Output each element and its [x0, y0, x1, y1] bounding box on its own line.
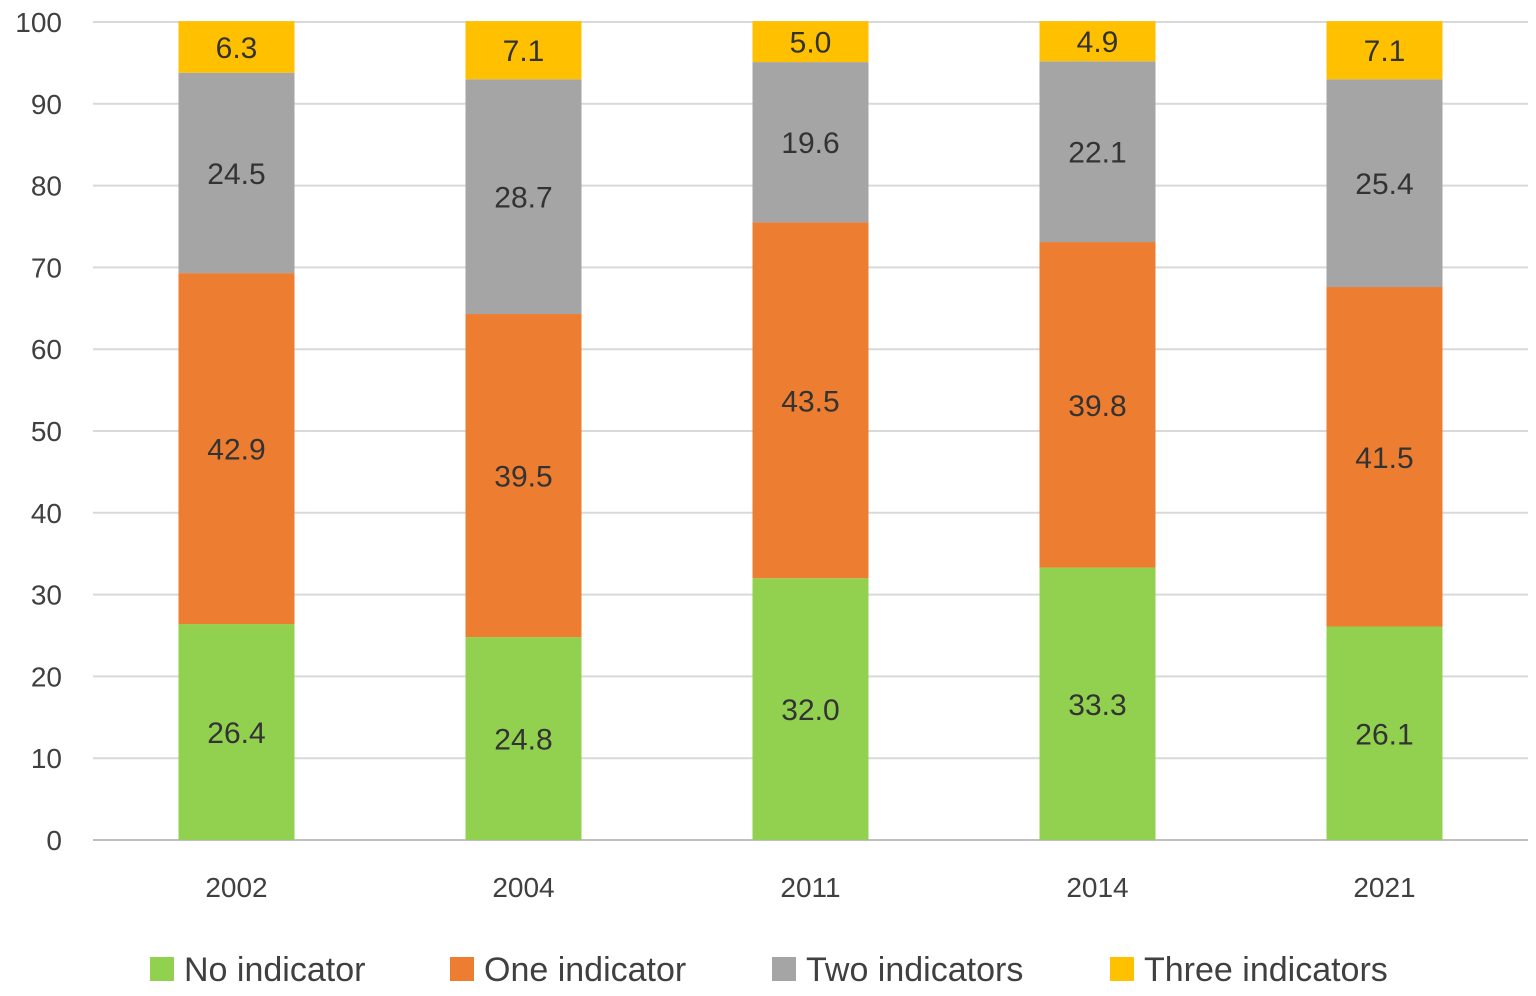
data-label: 24.5	[207, 158, 265, 191]
data-labels: 26.4 42.9 24.5 6.3 24.8 39.5 28.7 7.1 32.0 43.5 19…	[207, 26, 1413, 756]
data-label: 4.9	[1077, 26, 1119, 59]
y-tick-label: 100	[15, 7, 62, 38]
data-label: 33.3	[1068, 689, 1126, 722]
bar-segment-2014-3	[1039, 21, 1156, 62]
data-label: 28.7	[494, 182, 552, 215]
legend-label: Three indicators	[1144, 951, 1388, 989]
data-label: 7.1	[503, 35, 545, 68]
bar-segment-2021-0	[1326, 626, 1443, 840]
data-label: 5.0	[790, 27, 832, 60]
data-label: 39.8	[1068, 390, 1126, 423]
legend-swatch	[1110, 957, 1134, 981]
y-tick-label: 90	[31, 89, 62, 120]
data-label: 39.5	[494, 461, 552, 494]
bar-segment-2011-3	[752, 21, 869, 63]
data-label: 22.1	[1068, 137, 1126, 170]
x-tick-label: 2004	[492, 872, 554, 903]
x-axis: 2002 2004 2011 2014 2021	[205, 872, 1415, 903]
bar-segment-2011-0	[752, 578, 869, 840]
bars	[178, 21, 1443, 840]
bar-segment-2004-0	[465, 637, 582, 840]
data-label: 43.5	[781, 385, 839, 418]
data-label: 26.4	[207, 717, 265, 750]
bar-segment-2014-0	[1039, 567, 1156, 840]
bar-segment-2002-2	[178, 72, 295, 274]
x-tick-label: 2011	[780, 872, 840, 903]
bar-segment-2021-3	[1326, 21, 1443, 80]
y-tick-label: 50	[31, 416, 62, 447]
data-label: 32.0	[781, 694, 839, 727]
bar-segment-2004-1	[465, 314, 582, 638]
legend: No indicator One indicator Two indicators T…	[150, 951, 1388, 989]
legend-swatch	[450, 957, 474, 981]
bar-segment-2002-1	[178, 273, 295, 625]
bar-segment-2002-3	[178, 21, 295, 73]
data-label: 41.5	[1355, 442, 1413, 475]
legend-label: Two indicators	[806, 951, 1023, 989]
data-label: 19.6	[781, 127, 839, 160]
legend-swatch	[150, 957, 174, 981]
data-label: 26.1	[1355, 718, 1413, 751]
data-label: 42.9	[207, 434, 265, 467]
bar-segment-2011-1	[752, 222, 869, 579]
y-tick-label: 40	[31, 498, 62, 529]
bar-segment-2004-2	[465, 79, 582, 315]
data-label: 7.1	[1364, 35, 1406, 68]
data-label: 24.8	[494, 724, 552, 757]
y-tick-label: 0	[46, 825, 62, 856]
y-tick-label: 70	[31, 252, 62, 283]
legend-swatch	[772, 957, 796, 981]
y-tick-label: 60	[31, 334, 62, 365]
bar-segment-2014-2	[1039, 61, 1156, 243]
bar-segment-2014-1	[1039, 242, 1156, 568]
bar-segment-2002-0	[178, 624, 295, 840]
data-label: 25.4	[1355, 168, 1413, 201]
x-tick-label: 2021	[1353, 872, 1415, 903]
data-label: 6.3	[216, 32, 258, 65]
bar-segment-2004-3	[465, 21, 582, 80]
y-tick-label: 30	[31, 580, 62, 611]
y-tick-label: 10	[31, 743, 62, 774]
bar-segment-2021-1	[1326, 287, 1443, 627]
bar-segment-2011-2	[752, 62, 869, 223]
bar-segment-2021-2	[1326, 79, 1443, 288]
x-tick-label: 2002	[205, 872, 267, 903]
legend-label: One indicator	[484, 951, 686, 989]
y-axis: 0 10 20 30 40 50 60 70 80 90 100	[15, 7, 62, 856]
y-tick-label: 80	[31, 171, 62, 202]
legend-label: No indicator	[184, 951, 365, 989]
x-tick-label: 2014	[1066, 872, 1128, 903]
y-tick-label: 20	[31, 661, 62, 692]
